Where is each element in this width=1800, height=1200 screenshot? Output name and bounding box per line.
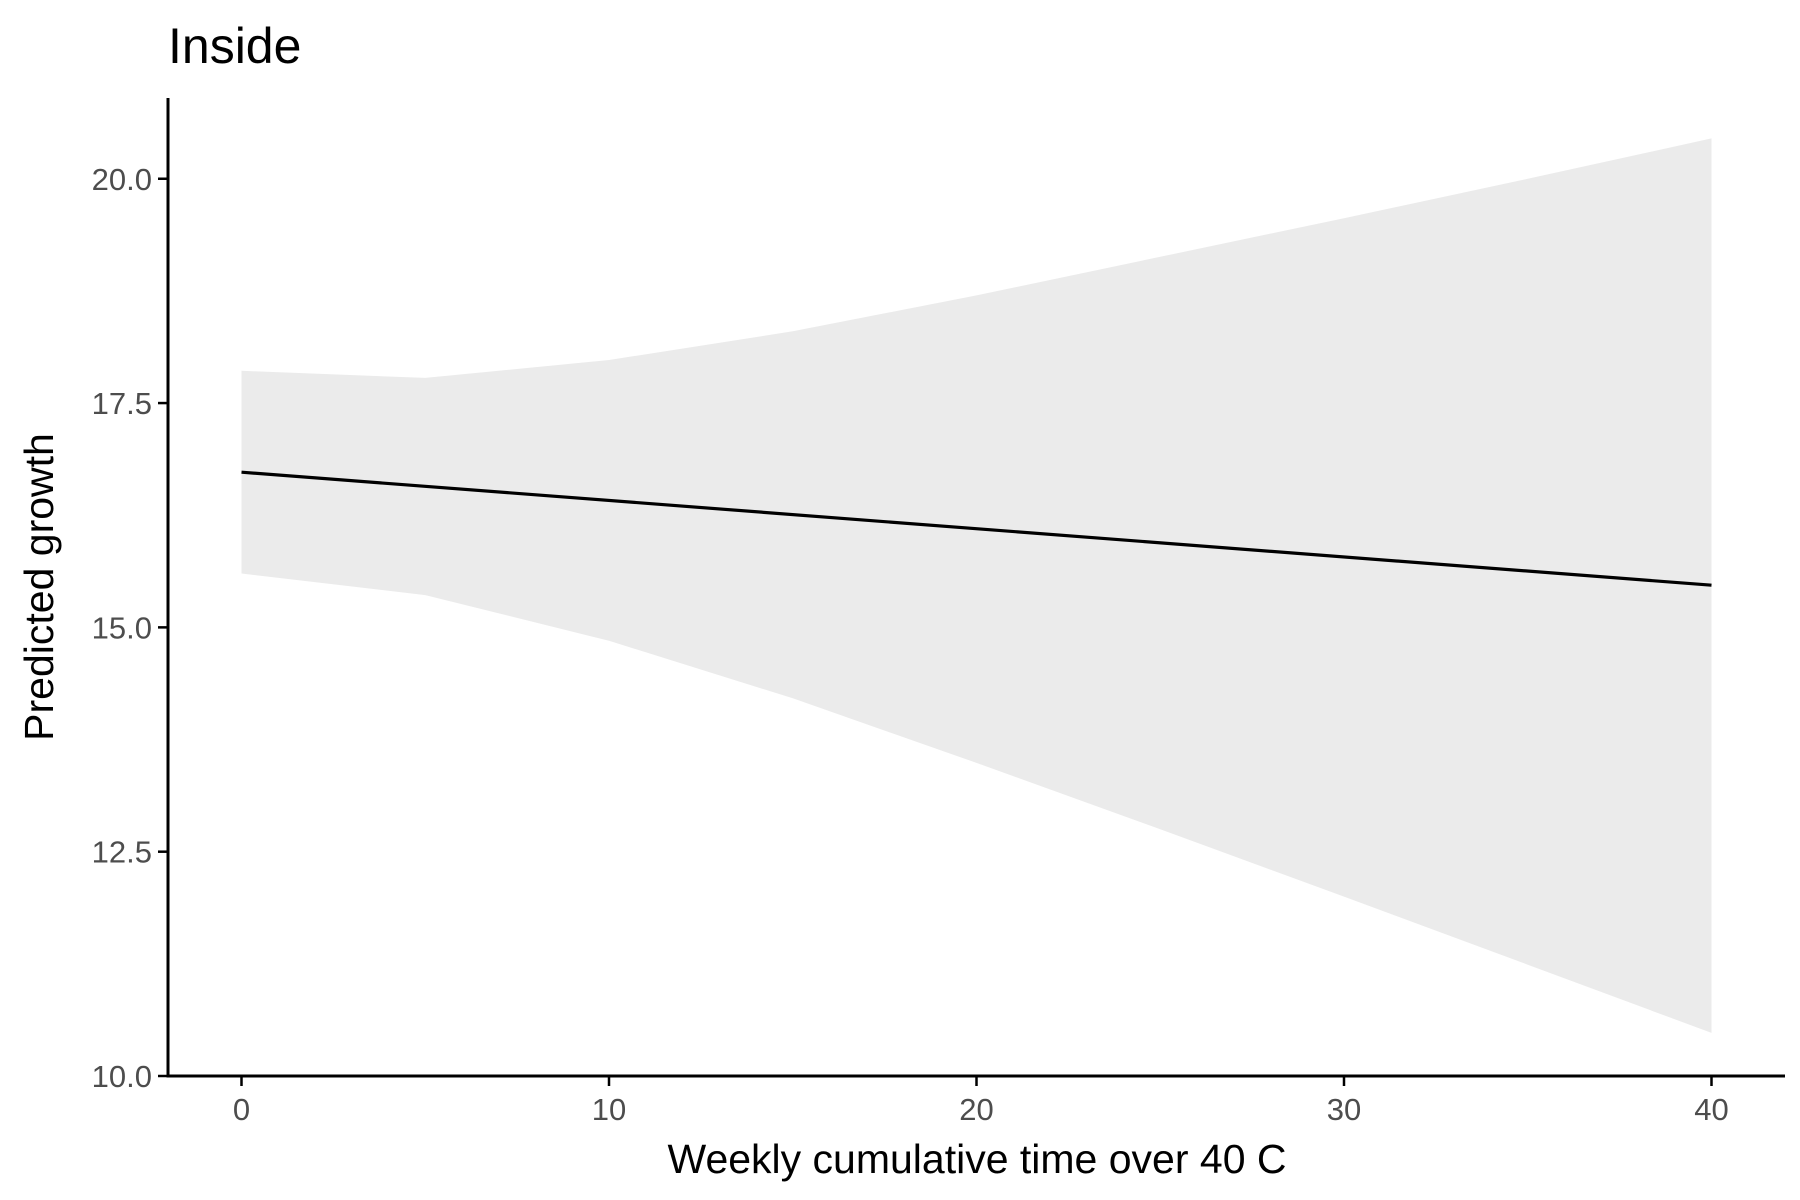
x-tick-label: 0: [233, 1092, 250, 1127]
y-tick-label: 17.5: [92, 386, 152, 421]
x-tick-label: 20: [959, 1092, 993, 1127]
x-axis-title: Weekly cumulative time over 40 C: [667, 1136, 1286, 1182]
chart-title: Inside: [168, 18, 301, 74]
x-tick-label: 40: [1694, 1092, 1728, 1127]
y-axis-ticks: 10.0 12.5 15.0 17.5 20.0: [92, 162, 168, 1094]
y-tick-label: 15.0: [92, 610, 152, 645]
x-axis-ticks: 0 10 20 30 40: [233, 1076, 1729, 1127]
y-tick-label: 20.0: [92, 162, 152, 197]
series-line: [241, 470, 1712, 587]
plot-area: [241, 138, 1712, 1033]
y-tick-label: 10.0: [92, 1059, 152, 1094]
y-axis-title: Predicted growth: [16, 433, 62, 741]
x-tick-label: 10: [592, 1092, 626, 1127]
confidence-band: [241, 138, 1712, 1033]
x-tick-label: 30: [1327, 1092, 1361, 1127]
y-tick-label: 12.5: [92, 835, 152, 870]
